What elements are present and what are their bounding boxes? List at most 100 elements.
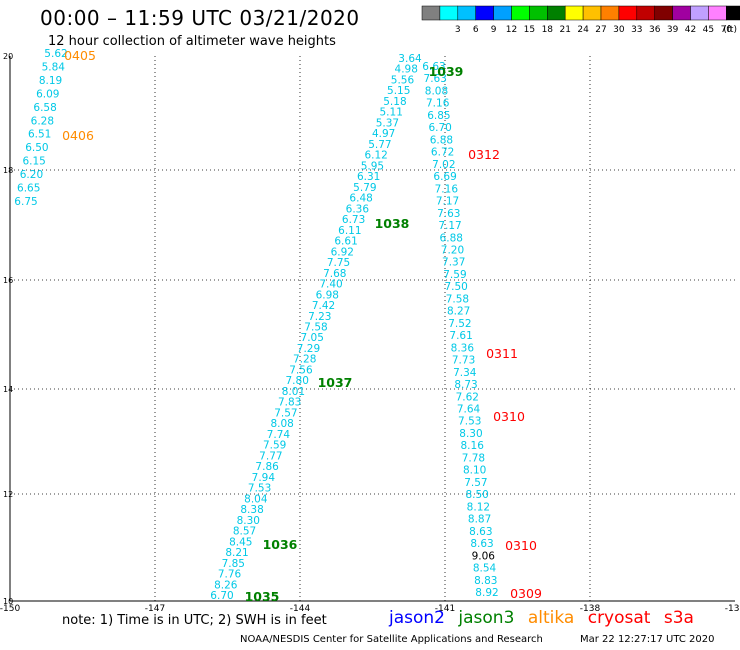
swh-value: 7.76 [218,569,242,581]
swh-value: 5.56 [391,74,415,86]
legend-tick-label: 24 [577,25,589,35]
legend-tick-label: 9 [491,25,497,35]
swh-value: 8.27 [447,306,470,318]
pass-time-label: 0310 [505,538,537,553]
swh-value: 7.52 [448,318,471,330]
swh-value: 8.30 [459,428,482,440]
pass-time-label: 0311 [486,346,518,361]
pass-time-label: 0405 [64,48,96,63]
swh-value: 8.63 [469,526,492,538]
legend-tick-label: 15 [524,25,535,35]
swh-value: 4.97 [372,128,395,140]
swh-value: 7.23 [308,311,331,323]
legend-tick-label: 18 [542,25,554,35]
swh-value: 7.85 [222,558,245,570]
legend-tick-label: 45 [703,25,714,35]
swh-value: 7.42 [312,300,335,312]
swh-value: 8.45 [229,536,252,548]
swh-value: 3.64 [398,53,422,65]
y-tick-label: 10 [3,597,13,606]
swh-value: 7.68 [323,268,346,280]
pass-time-label: 1036 [263,537,298,552]
pass-time-label: 1039 [429,64,464,79]
swh-value: 6.92 [331,246,354,258]
swh-value: 6.50 [25,142,48,154]
swh-value: 6.88 [430,134,453,146]
sat-label-jason3: jason3 [458,608,515,628]
pass-time-label: 0312 [468,147,500,162]
swh-value: 7.94 [252,472,276,484]
legend-swatch [726,5,740,21]
swh-value: 8.01 [282,386,305,398]
swh-value: 8.87 [468,514,491,526]
legend-tick-label: 39 [667,25,679,35]
swh-value: 6.58 [33,102,56,114]
swh-value: 7.40 [319,279,342,291]
swh-value: 5.11 [380,107,403,119]
swh-value: 6.70 [210,590,233,602]
swh-value: 8.38 [240,504,263,516]
swh-value: 6.31 [357,171,380,183]
swh-value: 7.75 [327,257,350,269]
swh-value: 8.57 [233,526,256,538]
y-tick-label: 18 [3,166,13,175]
swh-value: 7.53 [248,483,271,495]
swh-value: 6.75 [14,196,37,208]
swh-value: 7.83 [278,397,301,409]
x-tick-label: -150 [0,604,20,614]
swh-value: 5.37 [376,117,399,129]
swh-value: 8.63 [470,538,493,550]
pass-time-label: 1037 [318,375,353,390]
generated-timestamp: Mar 22 12:27:17 UTC 2020 [580,634,715,645]
legend-tick-label: 33 [631,25,642,35]
swh-value: 8.16 [461,440,485,452]
swh-value: 7.61 [449,330,472,342]
swh-value: 6.61 [334,236,357,248]
swh-value: 8.73 [454,379,477,391]
swh-value: 7.59 [263,440,286,452]
swh-value: 6.09 [36,88,59,100]
y-tick-label: 16 [3,276,13,285]
swh-value: 7.86 [255,461,279,473]
x-tick-label: -141 [435,604,455,614]
swh-value: 7.57 [464,477,487,489]
pass-time-label: 1038 [375,216,410,231]
swh-value: 7.73 [452,355,475,367]
swh-value: 6.98 [316,289,339,301]
swh-value: 7.34 [453,367,477,379]
legend-tick-label: 36 [649,25,661,35]
sat-label-altika: altika [527,608,575,628]
y-tick-label: 12 [3,490,13,499]
swh-value: 6.65 [17,183,40,195]
swh-value: 7.78 [462,452,485,464]
swh-value: 7.59 [443,269,466,281]
swh-value: 7.58 [446,293,469,305]
pass-time-label: 0309 [510,586,542,601]
color-scale-legend: 3 6 9 12 15 18 21 24 27 30 33 36 39 42 45 70(ft) [421,5,740,35]
swh-value: 9.06 [472,550,496,562]
page-title: 00:00 – 11:59 UTC 03/21/2020 [40,6,360,30]
swh-value: 8.08 [425,85,448,97]
y-tick-label: 14 [3,385,13,394]
legend-tick-label: 27 [595,25,606,35]
sat-label-s3a: s3a [663,608,694,628]
swh-value: 7.17 [438,220,461,232]
satellite-key: jason2 jason3 altika cryosat s3a [389,608,702,628]
x-tick-label: -135 [725,604,740,614]
legend-tick-label: 6 [473,25,479,35]
swh-value: 6.63 [422,61,445,73]
x-tick-label: -144 [290,604,311,614]
swh-value: 8.08 [270,418,293,430]
swh-value: 8.04 [244,493,268,505]
legend-tick-label: 21 [559,25,570,35]
swh-value: 7.28 [293,354,316,366]
swh-value: 6.36 [346,203,370,215]
swh-value: 6.28 [31,115,54,127]
swh-value: 7.62 [456,391,479,403]
swh-value: 7.56 [289,364,313,376]
swh-value: 8.21 [225,547,248,559]
swh-value: 6.72 [431,147,454,159]
swh-value: 8.50 [465,489,488,501]
